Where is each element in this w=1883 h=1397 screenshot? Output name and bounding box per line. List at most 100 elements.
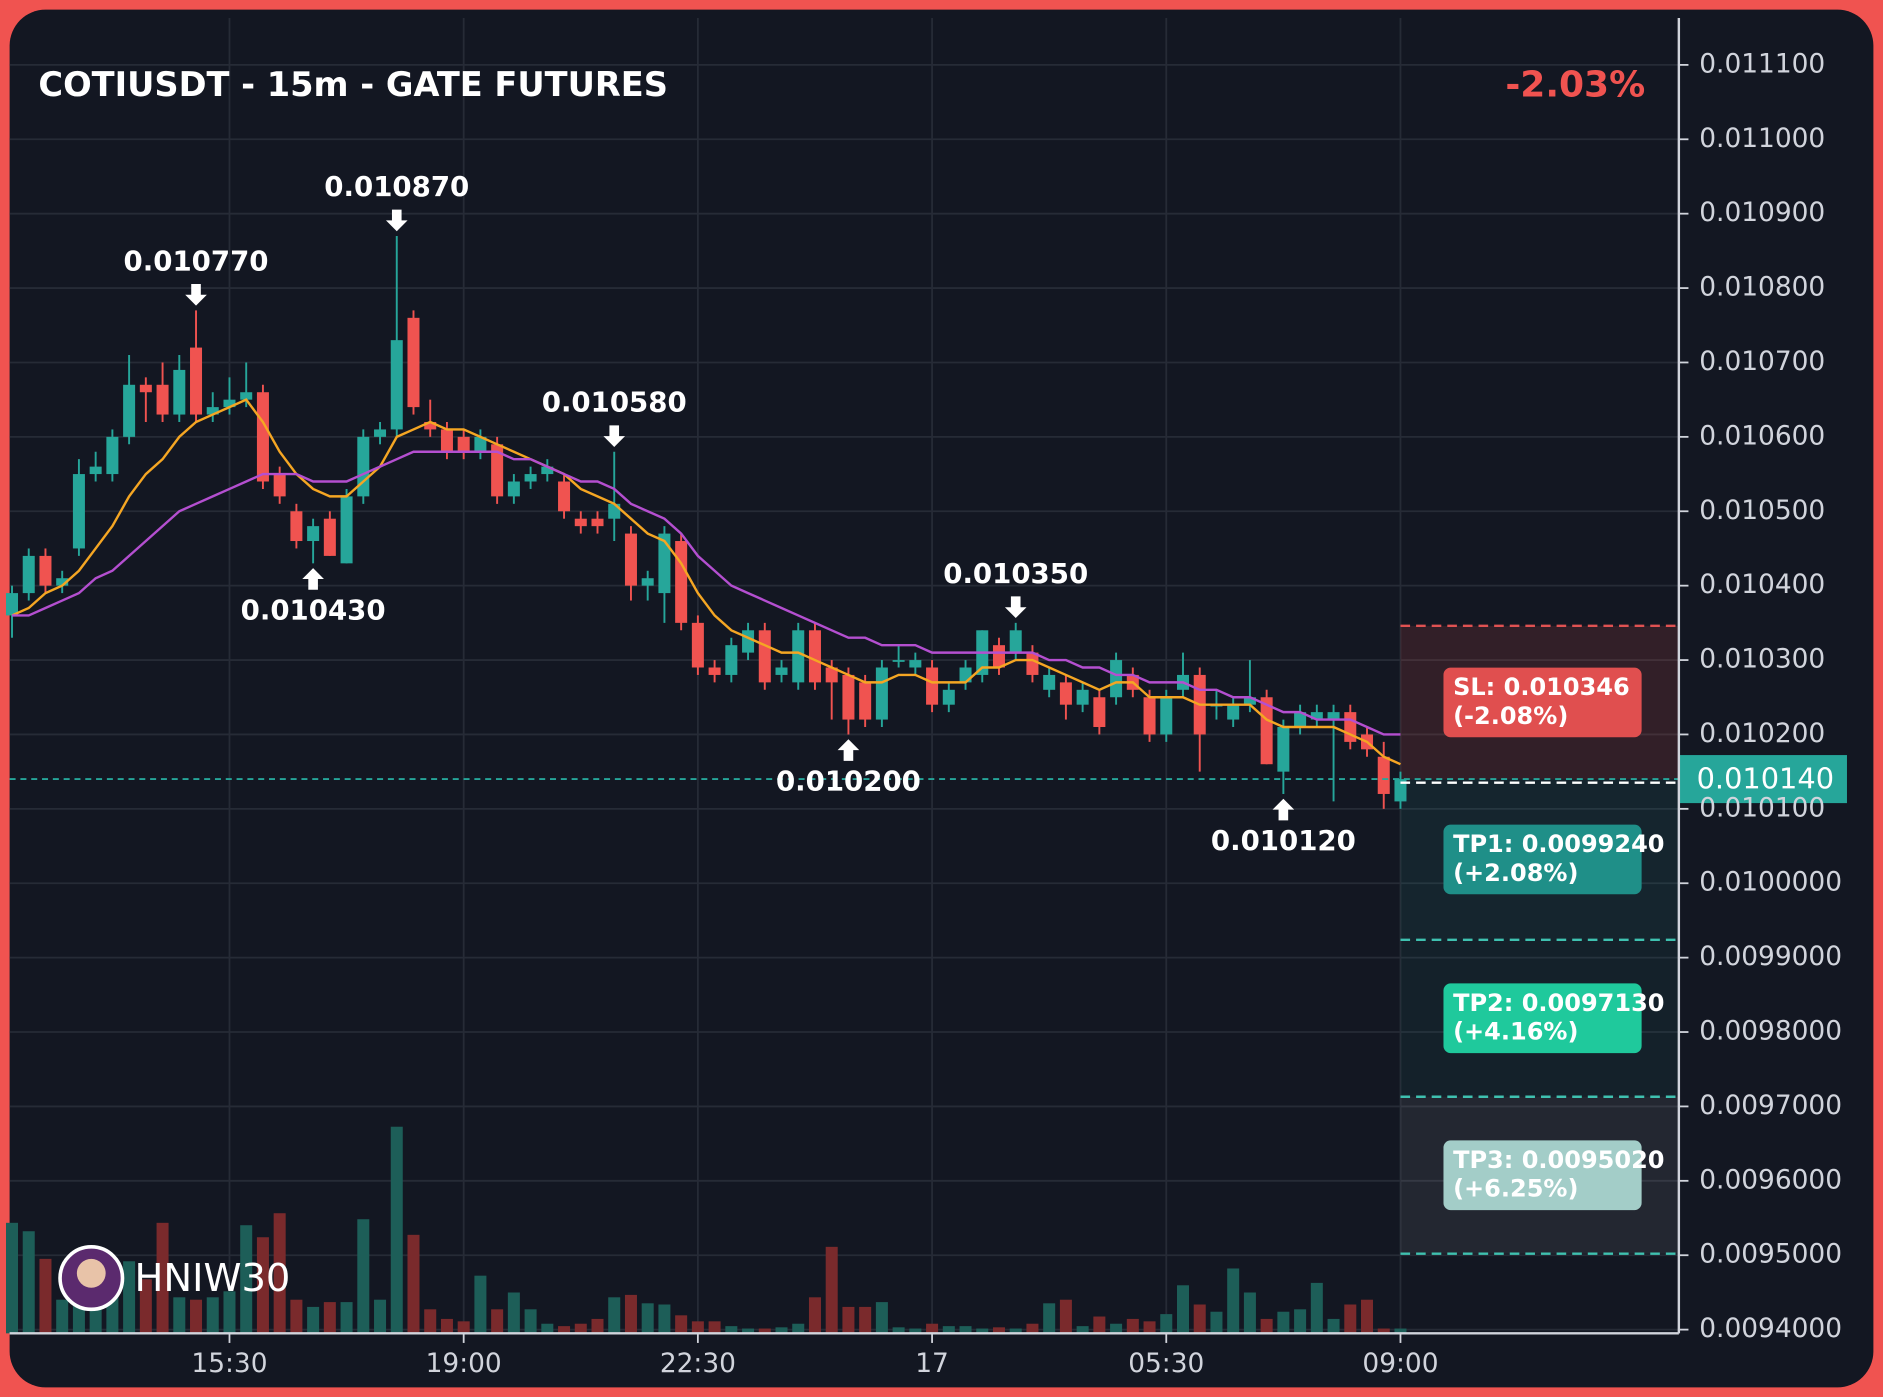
candle-body — [892, 660, 905, 662]
volume-bar — [156, 1222, 169, 1334]
candle-body — [357, 436, 370, 497]
volume-bar — [1243, 1292, 1256, 1334]
candle-body — [89, 466, 102, 475]
candle-body — [440, 429, 453, 452]
candle-body — [926, 667, 939, 705]
candle-body — [909, 660, 922, 668]
y-tick-label: 0.010600 — [1699, 420, 1825, 451]
candle-body — [859, 682, 872, 720]
volume-bar — [22, 1231, 35, 1334]
y-tick-label: 0.010200 — [1699, 718, 1825, 749]
candle-body — [190, 347, 203, 415]
avatar-face — [76, 1258, 106, 1288]
volume-bar — [190, 1299, 203, 1334]
candle-body — [6, 593, 19, 616]
level-box — [1443, 1140, 1642, 1211]
volume-bar — [1043, 1303, 1056, 1334]
y-tick-label: 0.0096000 — [1699, 1164, 1842, 1195]
volume-bar — [440, 1318, 453, 1334]
level-change: (+4.16%) — [1453, 1018, 1578, 1046]
candle-body — [156, 384, 169, 415]
annotation-arrow — [185, 283, 207, 306]
volume-bar — [725, 1326, 738, 1334]
candle-body — [808, 630, 821, 683]
volume-bar — [1344, 1304, 1357, 1334]
level-box — [1443, 983, 1642, 1054]
y-tick-label: 0.0099000 — [1699, 941, 1842, 972]
volume-bar — [1294, 1309, 1307, 1334]
volume-bar — [808, 1297, 821, 1334]
y-tick-label: 0.010300 — [1699, 644, 1825, 675]
annotation-arrow — [1272, 798, 1295, 821]
annotation-label: 0.010200 — [776, 764, 921, 797]
candle-body — [942, 689, 955, 705]
volume-bar — [206, 1297, 219, 1334]
annotation-label: 0.010870 — [324, 170, 469, 203]
volume-bar — [658, 1304, 671, 1334]
candle-body — [457, 436, 470, 452]
volume-bar — [457, 1321, 470, 1334]
volume-bar — [1126, 1318, 1139, 1334]
y-tick-label: 0.010100 — [1699, 792, 1825, 823]
candle-body — [106, 436, 119, 475]
volume-bar — [691, 1321, 704, 1334]
chart-title: COTIUSDT - 15m - GATE FUTURES — [38, 65, 667, 104]
volume-bar — [357, 1219, 370, 1334]
level-label: TP3: 0.0095020 — [1453, 1146, 1664, 1174]
volume-bar — [992, 1327, 1005, 1334]
candle-body — [825, 667, 838, 683]
volume-bar — [1193, 1304, 1206, 1334]
candle-body — [273, 474, 286, 497]
candle-body — [708, 667, 721, 675]
candle-body — [524, 474, 537, 482]
y-tick-label: 0.0098000 — [1699, 1016, 1842, 1047]
candle-body — [591, 518, 604, 527]
volume-bar — [708, 1321, 721, 1334]
volume-bar — [825, 1246, 838, 1334]
price-tag-label: 0.010140 — [1697, 761, 1834, 795]
volume-bar — [1009, 1328, 1022, 1334]
volume-bar — [1176, 1285, 1190, 1334]
volume-bar — [340, 1302, 353, 1334]
candle-body — [792, 630, 805, 683]
candle-body — [56, 578, 69, 586]
candle-body — [491, 444, 504, 497]
volume-bar — [859, 1306, 872, 1334]
level-label: SL: 0.010346 — [1453, 673, 1630, 701]
y-tick-label: 0.011100 — [1699, 48, 1825, 79]
candle-body — [742, 630, 755, 653]
volume-bar — [139, 1279, 152, 1334]
annotation-arrow — [302, 568, 324, 590]
candle-body — [875, 667, 888, 720]
volume-bar — [1110, 1323, 1123, 1334]
candle-body — [842, 674, 855, 720]
volume-bar — [792, 1323, 805, 1334]
annotation-arrow — [385, 209, 408, 232]
level-label: TP2: 0.0097130 — [1453, 989, 1664, 1017]
volume-bar — [39, 1258, 52, 1334]
level-label: TP1: 0.0099240 — [1453, 830, 1664, 858]
volume-bar — [6, 1222, 19, 1334]
volume-bar — [1310, 1282, 1323, 1334]
candle-body — [139, 384, 152, 393]
x-tick-label: 22:30 — [660, 1348, 736, 1379]
y-tick-label: 0.0097000 — [1699, 1090, 1842, 1121]
candle-body — [223, 399, 236, 408]
volume-bar — [106, 1297, 119, 1334]
volume-bar — [541, 1323, 554, 1334]
candle-body — [323, 518, 336, 556]
volume-bar — [1260, 1318, 1273, 1334]
volume-bar — [56, 1299, 69, 1334]
volume-bar — [1210, 1311, 1223, 1334]
volume-bar — [641, 1303, 654, 1334]
volume-bar — [1361, 1299, 1374, 1334]
volume-bar — [474, 1275, 487, 1334]
price-tag — [1678, 755, 1847, 804]
candle-body — [1110, 660, 1123, 698]
candle-body — [206, 407, 219, 415]
annotation-label: 0.010430 — [241, 593, 386, 626]
x-tick-label: 05:30 — [1128, 1348, 1204, 1379]
candle-body — [1026, 652, 1039, 675]
volume-bar — [1093, 1316, 1106, 1334]
